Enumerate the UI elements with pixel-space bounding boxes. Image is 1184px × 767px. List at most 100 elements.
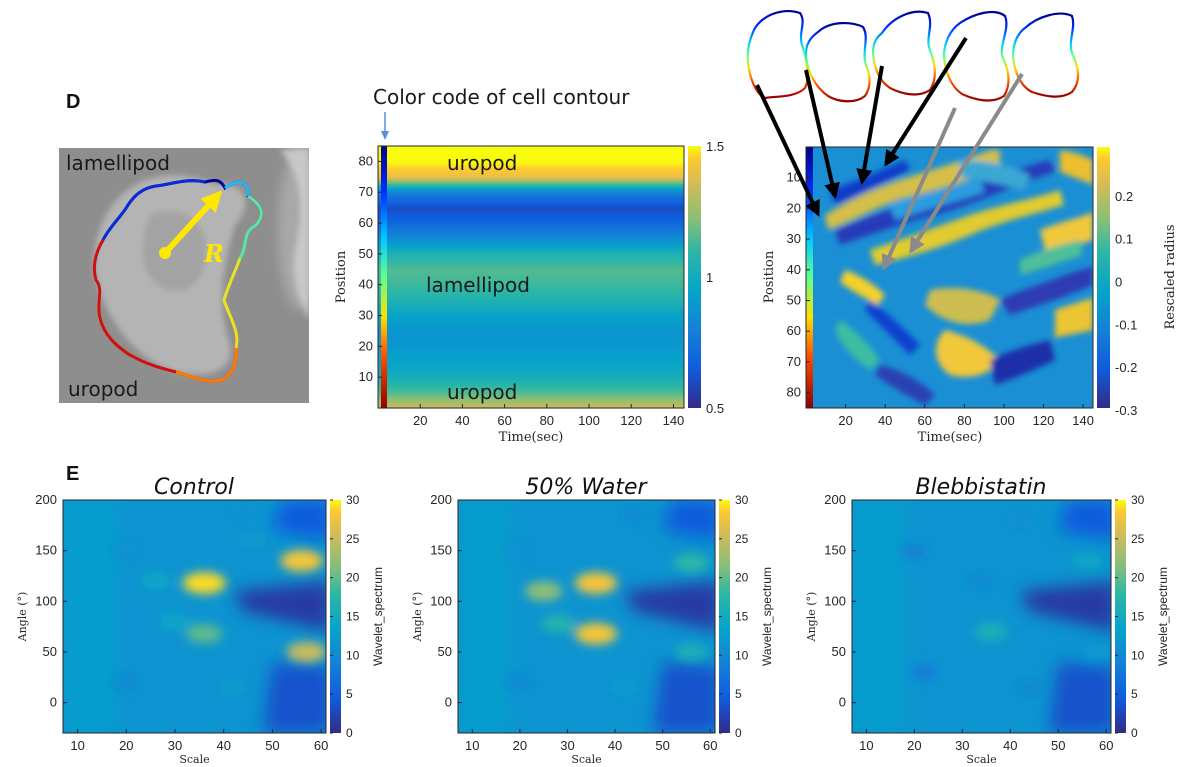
wavelet-peak <box>609 679 640 696</box>
lamellipod-label: lamellipod <box>66 151 170 175</box>
colorbar-tick-label: 0.5 <box>706 401 724 416</box>
y-tick-label: 50 <box>438 644 452 659</box>
y-tick-label: 20 <box>787 200 801 215</box>
heatmap-row <box>378 174 684 178</box>
heatmap-row <box>378 357 684 361</box>
heatmap-row <box>378 235 684 239</box>
cell-image: R lamellipod uropod <box>59 148 309 403</box>
heatmap-row <box>378 327 684 330</box>
x-tick-label: 120 <box>620 413 642 428</box>
colorbar-tick-label: -0.1 <box>1115 317 1137 332</box>
heatmap-row <box>378 244 684 248</box>
colorbar-tick-label: -0.2 <box>1115 360 1137 375</box>
heatmap-row <box>378 237 684 241</box>
mean-radius-frame <box>377 145 685 409</box>
heatmap-row <box>378 242 684 245</box>
heatmap-row <box>378 377 684 381</box>
x-tick-label: 40 <box>1003 738 1017 753</box>
y-tick-label: 70 <box>787 354 801 369</box>
wavelet-peaks <box>900 512 1111 696</box>
x-tick-label: 40 <box>216 738 230 753</box>
heatmap-row <box>378 146 684 149</box>
heatmap-row <box>378 207 684 210</box>
x-tick-label: 100 <box>578 413 600 428</box>
heatmap-row <box>378 281 684 285</box>
y-tick-label: 70 <box>359 184 373 199</box>
x-tick-label: 140 <box>663 413 685 428</box>
colorbar-tick-label: 0 <box>735 726 742 740</box>
heatmap-row <box>378 370 684 374</box>
heatmap-row <box>378 362 684 365</box>
wavelet-peak <box>112 674 141 691</box>
heatmap-row <box>378 231 684 234</box>
rescaled-radius-colorbar-label: Rescaled radius <box>1163 225 1178 330</box>
wavelet-peak <box>111 542 141 559</box>
wavelet-peak <box>218 679 249 696</box>
heatmap-row <box>378 213 684 217</box>
x-tick-label: 60 <box>314 738 328 753</box>
heatmap-row <box>378 152 684 156</box>
y-tick-label: 0 <box>839 695 846 710</box>
heatmap-row <box>378 338 684 341</box>
heatmap-row <box>378 183 684 186</box>
colorbar-tick-label: 1.5 <box>706 139 724 154</box>
heatmap-row <box>378 353 684 357</box>
heatmap-row <box>378 335 684 339</box>
wavelet-peak <box>524 581 563 601</box>
rescaled-radius-frame <box>805 146 1094 409</box>
y-tick-label: 50 <box>832 644 846 659</box>
heatmap-row <box>378 252 684 256</box>
y-tick-label: 100 <box>430 593 452 608</box>
heatmap-row <box>378 379 684 383</box>
wavelet-colorbar <box>719 500 730 733</box>
heatmap-row <box>378 272 684 276</box>
heatmap-row <box>378 375 684 379</box>
heatmap-row <box>378 248 684 252</box>
colorbar-tick-label: 30 <box>1131 493 1145 507</box>
heatmap-row <box>378 266 684 269</box>
heatmap-row <box>378 259 684 263</box>
colorbar-tick-label: 30 <box>735 493 749 507</box>
y-tick-label: 30 <box>359 308 373 323</box>
x-tick-label: 10 <box>465 738 479 753</box>
heatmap-row <box>378 209 684 213</box>
wavelet-peak <box>674 553 709 572</box>
heatmap-row <box>378 202 684 206</box>
heatmap-row <box>378 364 684 368</box>
heatmap-row <box>378 290 684 293</box>
heatmap-row <box>378 180 684 184</box>
x-tick-label: 50 <box>1051 738 1065 753</box>
heatmap-row <box>378 263 684 267</box>
x-tick-label: 10 <box>859 738 873 753</box>
y-tick-label: 0 <box>445 695 452 710</box>
y-tick-label: 30 <box>787 231 801 246</box>
rescaled-radius-colorbar <box>1097 147 1110 408</box>
heatmap-row <box>378 397 684 400</box>
heatmap-row <box>378 296 684 300</box>
wavelet-peak <box>505 542 535 559</box>
colorbar-tick-label: 15 <box>1131 610 1145 624</box>
heatmap-row <box>378 303 684 306</box>
heatmap-row <box>378 279 684 282</box>
colorbar-tick-label: 30 <box>346 493 360 507</box>
heatmap-row <box>378 349 684 352</box>
heatmap-row <box>378 218 684 221</box>
colorbar-tick-label: 1 <box>706 270 713 285</box>
heatmap-row <box>378 178 684 182</box>
wavelet-peak <box>159 613 191 630</box>
heatmap-row <box>378 250 684 254</box>
wavelet-peak <box>238 532 268 549</box>
heatmap-row <box>378 386 684 389</box>
x-tick-label: 60 <box>1099 738 1113 753</box>
heatmap-row <box>378 351 684 355</box>
heatmap-row <box>378 320 684 324</box>
wavelet-peak <box>1015 679 1044 696</box>
x-tick-label: 120 <box>1033 413 1055 428</box>
heatmap-row <box>378 154 684 158</box>
mean-radius-x-label: Time(sec) <box>499 430 564 445</box>
heatmap-row <box>378 322 684 326</box>
wavelet-peak <box>974 623 1008 641</box>
heatmap-row <box>378 359 684 363</box>
